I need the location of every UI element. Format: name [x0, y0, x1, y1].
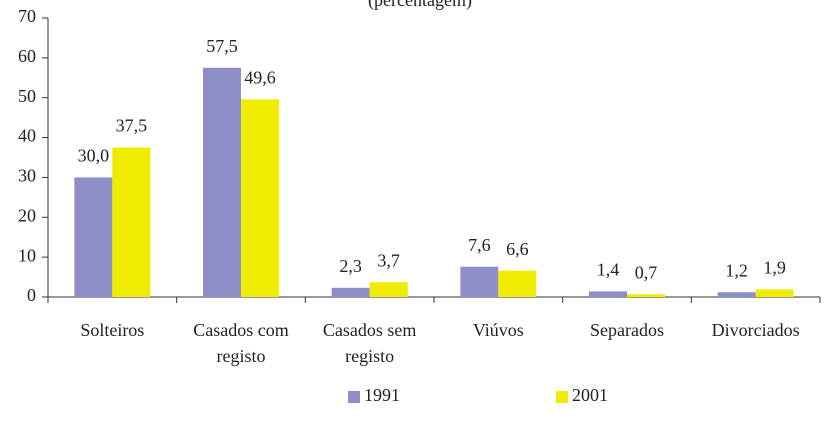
y-tick-label: 40: [18, 126, 36, 146]
value-label: 37,5: [116, 116, 148, 136]
bar: [627, 294, 665, 297]
legend-label: 1991: [364, 385, 400, 405]
y-tick-label: 60: [18, 46, 36, 66]
value-label: 30,0: [78, 146, 110, 166]
value-label: 6,6: [506, 239, 529, 259]
bar: [755, 289, 794, 297]
value-label: 57,5: [206, 36, 238, 56]
bar: [717, 292, 756, 297]
y-tick-label: 70: [18, 6, 36, 26]
value-label: 7,6: [468, 235, 491, 255]
value-label: 3,7: [377, 250, 400, 270]
x-tick-label: Casados com registo: [193, 320, 289, 366]
x-tick-label: Divorciados: [711, 320, 800, 340]
bar: [498, 270, 537, 297]
y-tick-label: 10: [18, 245, 36, 265]
bar: [112, 147, 151, 297]
value-label: 49,6: [244, 67, 276, 87]
legend-label: 2001: [572, 385, 608, 405]
value-label: 1,2: [725, 260, 748, 280]
bar: [369, 282, 408, 297]
value-label: 0,7: [635, 262, 658, 282]
bar: [203, 67, 241, 297]
bar: [589, 291, 627, 297]
x-tick-label: Viúvos: [472, 320, 524, 340]
value-label: 1,4: [597, 260, 620, 280]
value-label: 2,3: [339, 256, 362, 276]
value-label: 1,9: [763, 258, 786, 278]
bar: [331, 287, 370, 297]
bar: [74, 177, 113, 297]
bar: [241, 99, 279, 298]
x-tick-label: Casados sem registo: [322, 320, 417, 366]
x-tick-label: Solteiros: [80, 320, 145, 340]
legend-swatch: [556, 391, 568, 403]
y-tick-label: 30: [18, 166, 36, 186]
legend-swatch: [348, 391, 360, 403]
x-tick-label: Separados: [590, 320, 664, 340]
chart-subtitle: (percentagem): [368, 0, 472, 11]
y-tick-label: 0: [27, 285, 36, 305]
bar: [460, 266, 499, 297]
y-tick-label: 20: [18, 205, 36, 225]
y-tick-label: 50: [18, 86, 36, 106]
